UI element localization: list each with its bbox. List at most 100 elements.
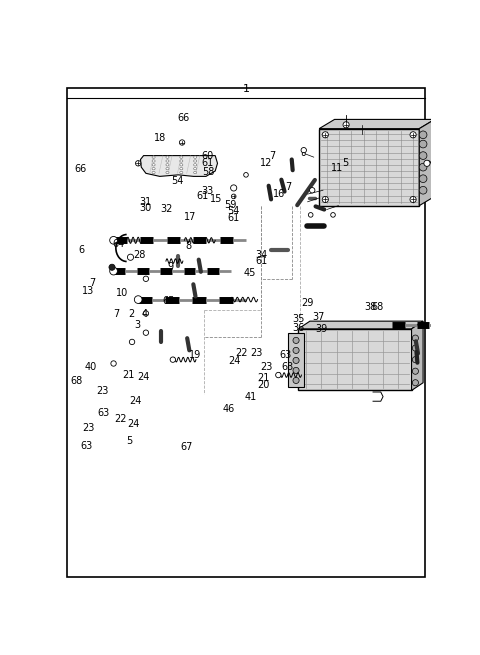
Circle shape	[109, 264, 115, 271]
Text: 64: 64	[112, 238, 125, 248]
Text: 37: 37	[312, 312, 324, 322]
Ellipse shape	[166, 156, 169, 159]
Ellipse shape	[180, 172, 183, 174]
Circle shape	[419, 187, 427, 194]
Circle shape	[293, 367, 299, 373]
Text: 63: 63	[97, 409, 110, 419]
Circle shape	[170, 357, 176, 362]
Text: 11: 11	[331, 163, 343, 174]
Ellipse shape	[166, 164, 169, 166]
Polygon shape	[141, 156, 217, 176]
Text: 5: 5	[126, 436, 132, 446]
Text: 7: 7	[89, 278, 96, 288]
Ellipse shape	[448, 250, 459, 258]
Circle shape	[127, 254, 133, 260]
Ellipse shape	[166, 160, 169, 162]
Circle shape	[143, 310, 149, 316]
Circle shape	[410, 132, 416, 138]
Circle shape	[444, 240, 448, 244]
Circle shape	[135, 160, 141, 166]
Text: 17: 17	[184, 212, 197, 222]
Polygon shape	[319, 119, 435, 128]
Text: 41: 41	[244, 392, 257, 402]
Ellipse shape	[193, 156, 197, 159]
Text: 18: 18	[154, 132, 167, 143]
Text: 28: 28	[134, 250, 146, 260]
Text: 1: 1	[242, 84, 250, 94]
Circle shape	[424, 160, 430, 166]
Text: 24: 24	[127, 419, 140, 428]
Circle shape	[412, 335, 419, 341]
Text: 8: 8	[186, 241, 192, 251]
Text: 59: 59	[224, 200, 236, 210]
Text: 22: 22	[114, 413, 127, 424]
Text: 21: 21	[257, 373, 269, 383]
Text: 39: 39	[316, 324, 328, 334]
Circle shape	[412, 356, 419, 363]
Circle shape	[308, 213, 313, 217]
Text: 60: 60	[201, 151, 213, 161]
Circle shape	[293, 377, 299, 384]
Circle shape	[419, 140, 427, 148]
Circle shape	[180, 140, 185, 145]
Ellipse shape	[166, 172, 169, 174]
Text: 40: 40	[84, 362, 97, 372]
Text: 45: 45	[243, 269, 256, 278]
Circle shape	[293, 337, 299, 343]
Text: 23: 23	[250, 348, 262, 358]
Circle shape	[471, 133, 476, 138]
Text: 54: 54	[227, 206, 240, 216]
Ellipse shape	[152, 156, 155, 159]
Circle shape	[419, 152, 427, 159]
Text: 24: 24	[137, 371, 149, 382]
Bar	[466, 279, 480, 329]
Circle shape	[143, 276, 149, 282]
Text: 67: 67	[180, 442, 192, 453]
Circle shape	[231, 194, 236, 198]
Circle shape	[322, 196, 328, 202]
Text: 4: 4	[141, 309, 147, 318]
Text: 61: 61	[255, 256, 267, 266]
Ellipse shape	[152, 160, 155, 162]
Text: 29: 29	[301, 297, 313, 308]
Text: 63: 63	[80, 441, 93, 451]
Circle shape	[437, 141, 443, 146]
Text: 61: 61	[227, 213, 240, 223]
Text: 6: 6	[78, 245, 84, 255]
Circle shape	[134, 296, 142, 303]
Text: 63: 63	[281, 362, 293, 371]
Text: 23: 23	[82, 423, 95, 433]
Circle shape	[419, 131, 427, 139]
Circle shape	[412, 380, 419, 386]
Circle shape	[331, 213, 336, 217]
Text: 36: 36	[293, 324, 305, 333]
Text: 35: 35	[293, 314, 305, 324]
Text: 7: 7	[285, 181, 291, 191]
Circle shape	[293, 347, 299, 354]
Text: 68: 68	[71, 376, 83, 386]
Circle shape	[276, 372, 281, 378]
Circle shape	[479, 286, 480, 294]
Text: 16: 16	[273, 189, 286, 199]
Circle shape	[322, 132, 328, 138]
Text: 2: 2	[128, 309, 134, 318]
Bar	[319, 128, 419, 206]
Text: 19: 19	[189, 350, 202, 360]
Text: 24: 24	[228, 356, 240, 366]
Circle shape	[293, 358, 299, 364]
Ellipse shape	[180, 160, 183, 162]
Text: 63: 63	[279, 350, 292, 360]
Text: 12: 12	[260, 159, 273, 168]
Ellipse shape	[193, 164, 197, 166]
Polygon shape	[411, 321, 423, 390]
Text: 21: 21	[123, 369, 135, 380]
Text: 3: 3	[134, 320, 140, 330]
Text: 58: 58	[202, 168, 215, 178]
Circle shape	[419, 175, 427, 183]
Ellipse shape	[180, 156, 183, 159]
Ellipse shape	[166, 168, 169, 170]
Ellipse shape	[180, 168, 183, 170]
Text: 32: 32	[160, 204, 173, 214]
Circle shape	[412, 368, 419, 374]
Text: 20: 20	[257, 381, 269, 390]
